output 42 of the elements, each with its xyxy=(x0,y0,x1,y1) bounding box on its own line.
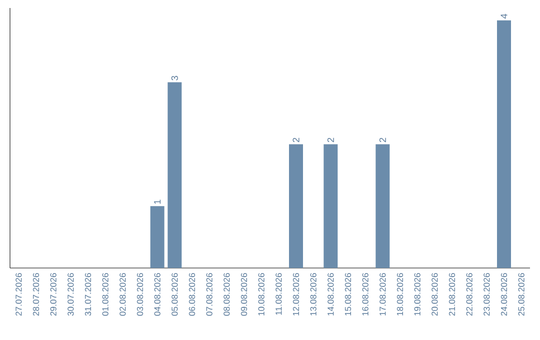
x-tick-label: 03.08.2026 xyxy=(136,273,144,316)
x-tick-label: 24.08.2026 xyxy=(500,273,508,316)
x-tick-label: 29.07.2026 xyxy=(50,273,56,316)
x-tick-label: 13.08.2026 xyxy=(310,273,316,316)
data-label: 2 xyxy=(327,138,334,142)
x-tick-label: 15.08.2026 xyxy=(344,273,352,316)
x-tick-label: 07.08.2026 xyxy=(206,273,212,316)
x-tick-label: 01.08.2026 xyxy=(102,273,108,316)
data-label: 2 xyxy=(379,138,386,142)
x-tick-label: 19.08.2026 xyxy=(414,273,420,316)
x-tick-label: 21.08.2026 xyxy=(448,273,456,316)
x-tick-label: 20.08.2026 xyxy=(432,273,438,316)
x-tick-label: 04.08.2026 xyxy=(154,273,160,316)
x-tick-label: 09.08.2026 xyxy=(240,273,248,316)
x-tick-label: 08.08.2026 xyxy=(224,273,230,316)
x-tick-label: 28.07.2026 xyxy=(32,273,40,316)
data-label: 1 xyxy=(154,200,161,204)
x-tick-label: 02.08.2026 xyxy=(120,273,126,316)
x-tick-label: 23.08.2026 xyxy=(484,273,490,316)
bar xyxy=(497,20,511,268)
data-label: 3 xyxy=(171,76,178,80)
x-tick-label: 27.07.2026 xyxy=(16,273,22,316)
data-label: 4 xyxy=(500,14,508,19)
x-tick-label: 22.08.2026 xyxy=(466,273,472,316)
x-tick-label: 12.08.2026 xyxy=(292,273,300,316)
x-tick-label: 25.08.2026 xyxy=(518,273,524,316)
bar xyxy=(150,206,164,268)
x-tick-label: 17.08.2026 xyxy=(380,273,386,316)
x-tick-label: 18.08.2026 xyxy=(396,273,404,316)
x-tick-label: 30.07.2026 xyxy=(68,273,74,316)
x-tick-label: 16.08.2026 xyxy=(362,273,368,316)
bar xyxy=(168,82,182,268)
x-tick-label: 06.08.2026 xyxy=(188,273,196,316)
x-tick-label: 05.08.2026 xyxy=(172,273,178,316)
bar xyxy=(376,144,390,268)
x-tick-label: 14.08.2026 xyxy=(328,273,334,316)
x-tick-label: 31.07.2026 xyxy=(84,273,92,316)
x-tick-label: 11.08.2026 xyxy=(276,273,282,315)
data-label: 2 xyxy=(292,138,300,142)
bar xyxy=(289,144,303,268)
x-tick-label: 10.08.2026 xyxy=(258,273,264,316)
bar xyxy=(324,144,338,268)
